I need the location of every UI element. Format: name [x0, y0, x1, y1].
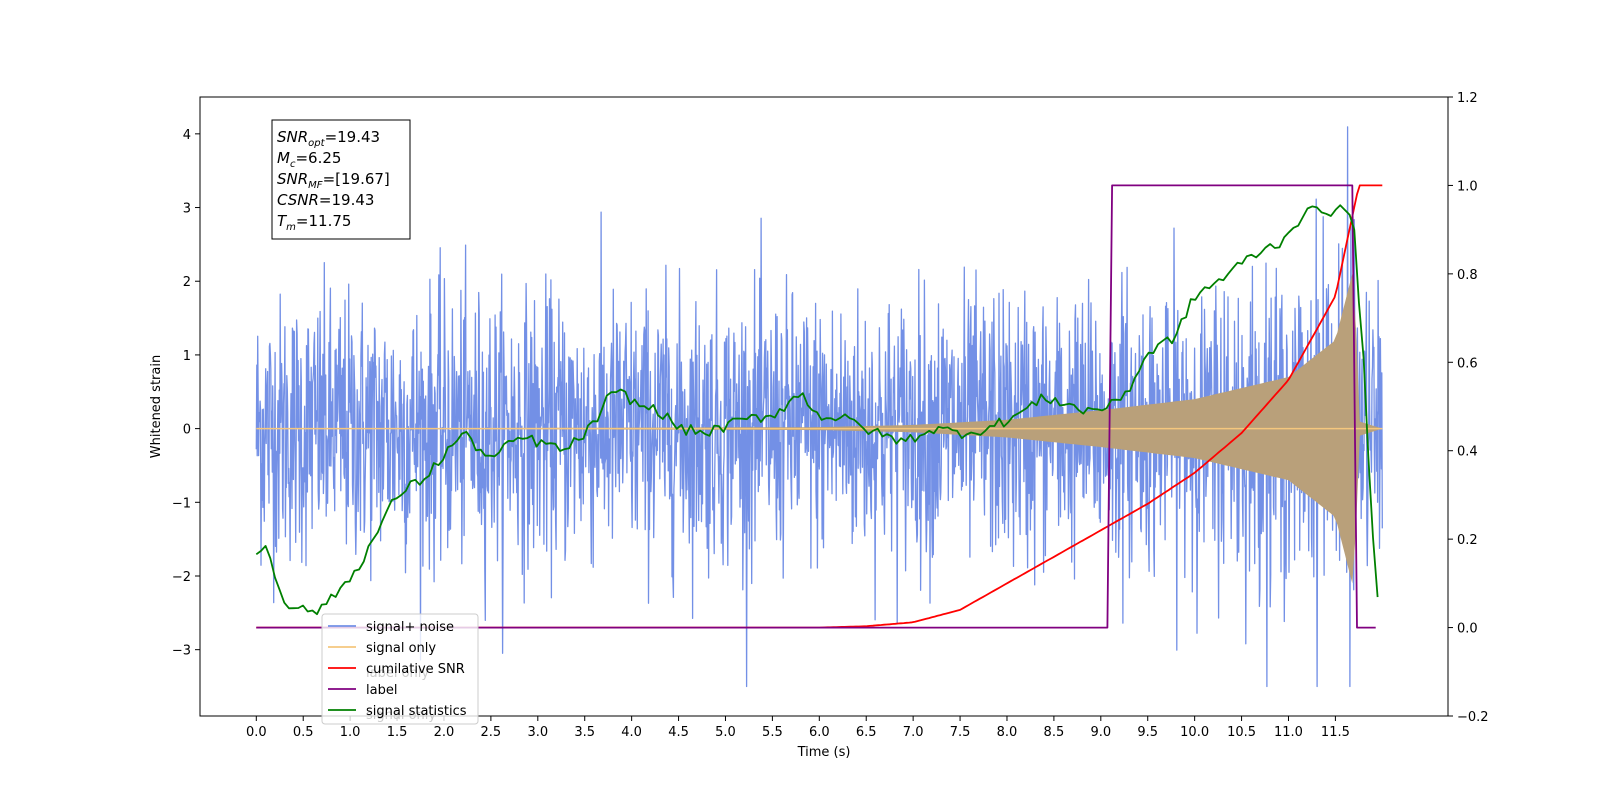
y-axis-right-ticks: 1.2 1.0 0.8 0.6 0.4 0.2 0.0 −0.2	[1448, 91, 1489, 725]
x-tick-label: 10.0	[1180, 725, 1209, 740]
y-right-tick-label: 0.6	[1457, 356, 1478, 371]
legend-frame	[321, 613, 479, 725]
y-right-tick-label: 0.2	[1457, 533, 1478, 548]
x-tick-label: 10.5	[1227, 725, 1256, 740]
x-tick-label: 9.0	[1090, 725, 1111, 740]
x-tick-label: 5.5	[762, 725, 783, 740]
y-left-tick-label: −3	[172, 644, 191, 659]
x-axis-ticks: 0.0 0.5 1.0 1.5 2.0 2.5 3.0 3.5 4.0 4.5 5.0 5.5 6.0 6…	[246, 716, 1350, 740]
legend-ghost-label: signal only	[366, 708, 436, 723]
y-right-tick-label: 0.4	[1457, 445, 1478, 460]
legend-item-label: signal statistics	[366, 704, 467, 719]
info-snr-mf: SNRMF=[19.67]	[277, 170, 390, 191]
y-left-tick-label: 4	[183, 128, 191, 143]
y-axis-label: Whitened strain	[149, 355, 164, 458]
x-tick-label: 3.0	[527, 725, 548, 740]
legend-item-label: signal+ noise	[366, 620, 454, 635]
y-right-tick-label: −0.2	[1457, 710, 1489, 725]
y-right-tick-label: 0.8	[1457, 268, 1478, 283]
x-tick-label: 8.0	[997, 725, 1018, 740]
x-tick-label: 11.0	[1274, 725, 1303, 740]
signal-noise-line	[255, 126, 1383, 688]
legend-item-label: signal only	[366, 641, 436, 656]
info-box: SNRopt=19.43Mc=6.25SNRMF=[19.67]CSNR=19.…	[271, 119, 411, 240]
y-left-tick-label: −1	[172, 496, 191, 511]
info-snr-opt: SNRopt=19.43	[277, 128, 380, 149]
signal-only-series	[256, 273, 1383, 584]
signal-statistics-line	[255, 204, 1379, 616]
x-tick-label: 6.5	[856, 725, 877, 740]
signal-noise-series	[255, 126, 1383, 688]
y-left-tick-label: 1	[183, 349, 191, 364]
x-tick-label: 5.0	[715, 725, 736, 740]
x-tick-label: 2.0	[434, 725, 455, 740]
plot-frame	[199, 96, 1449, 717]
legend: label only signal only signal+ noise signal…	[321, 613, 479, 725]
y-right-tick-label: 1.0	[1457, 179, 1478, 194]
y-left-tick-label: 2	[183, 275, 191, 290]
y-right-tick-label: 0.0	[1457, 622, 1478, 637]
y-right-tick-label: 1.2	[1457, 91, 1478, 106]
y-axis-left-ticks: 4 3 2 1 0 −1 −2 −3	[172, 128, 200, 659]
x-tick-label: 0.0	[246, 725, 267, 740]
x-tick-label: 2.5	[481, 725, 502, 740]
legend-ghost-label: label only	[366, 666, 429, 681]
x-tick-label: 3.5	[574, 725, 595, 740]
legend-item-label: label	[366, 683, 397, 698]
x-tick-label: 9.5	[1137, 725, 1158, 740]
y-left-tick-label: 3	[183, 202, 191, 217]
x-tick-label: 1.5	[387, 725, 408, 740]
x-tick-label: 4.0	[621, 725, 642, 740]
info-box-frame	[271, 119, 411, 240]
x-tick-label: 11.5	[1321, 725, 1350, 740]
x-tick-label: 1.0	[340, 725, 361, 740]
info-mc: Mc=6.25	[277, 149, 341, 170]
x-tick-label: 6.0	[809, 725, 830, 740]
x-axis-label: Time (s)	[797, 745, 851, 760]
y-left-tick-label: −2	[172, 570, 191, 585]
x-tick-label: 7.5	[950, 725, 971, 740]
info-csnr: CSNR=19.43	[277, 191, 374, 209]
legend-item-label: cumilative SNR	[366, 662, 465, 677]
x-tick-label: 8.5	[1044, 725, 1065, 740]
x-tick-label: 7.0	[903, 725, 924, 740]
y-left-tick-label: 0	[183, 423, 191, 438]
x-tick-label: 0.5	[293, 725, 314, 740]
x-tick-label: 4.5	[668, 725, 689, 740]
label-line	[256, 184, 1376, 629]
info-tm: Tm=11.75	[277, 212, 351, 233]
